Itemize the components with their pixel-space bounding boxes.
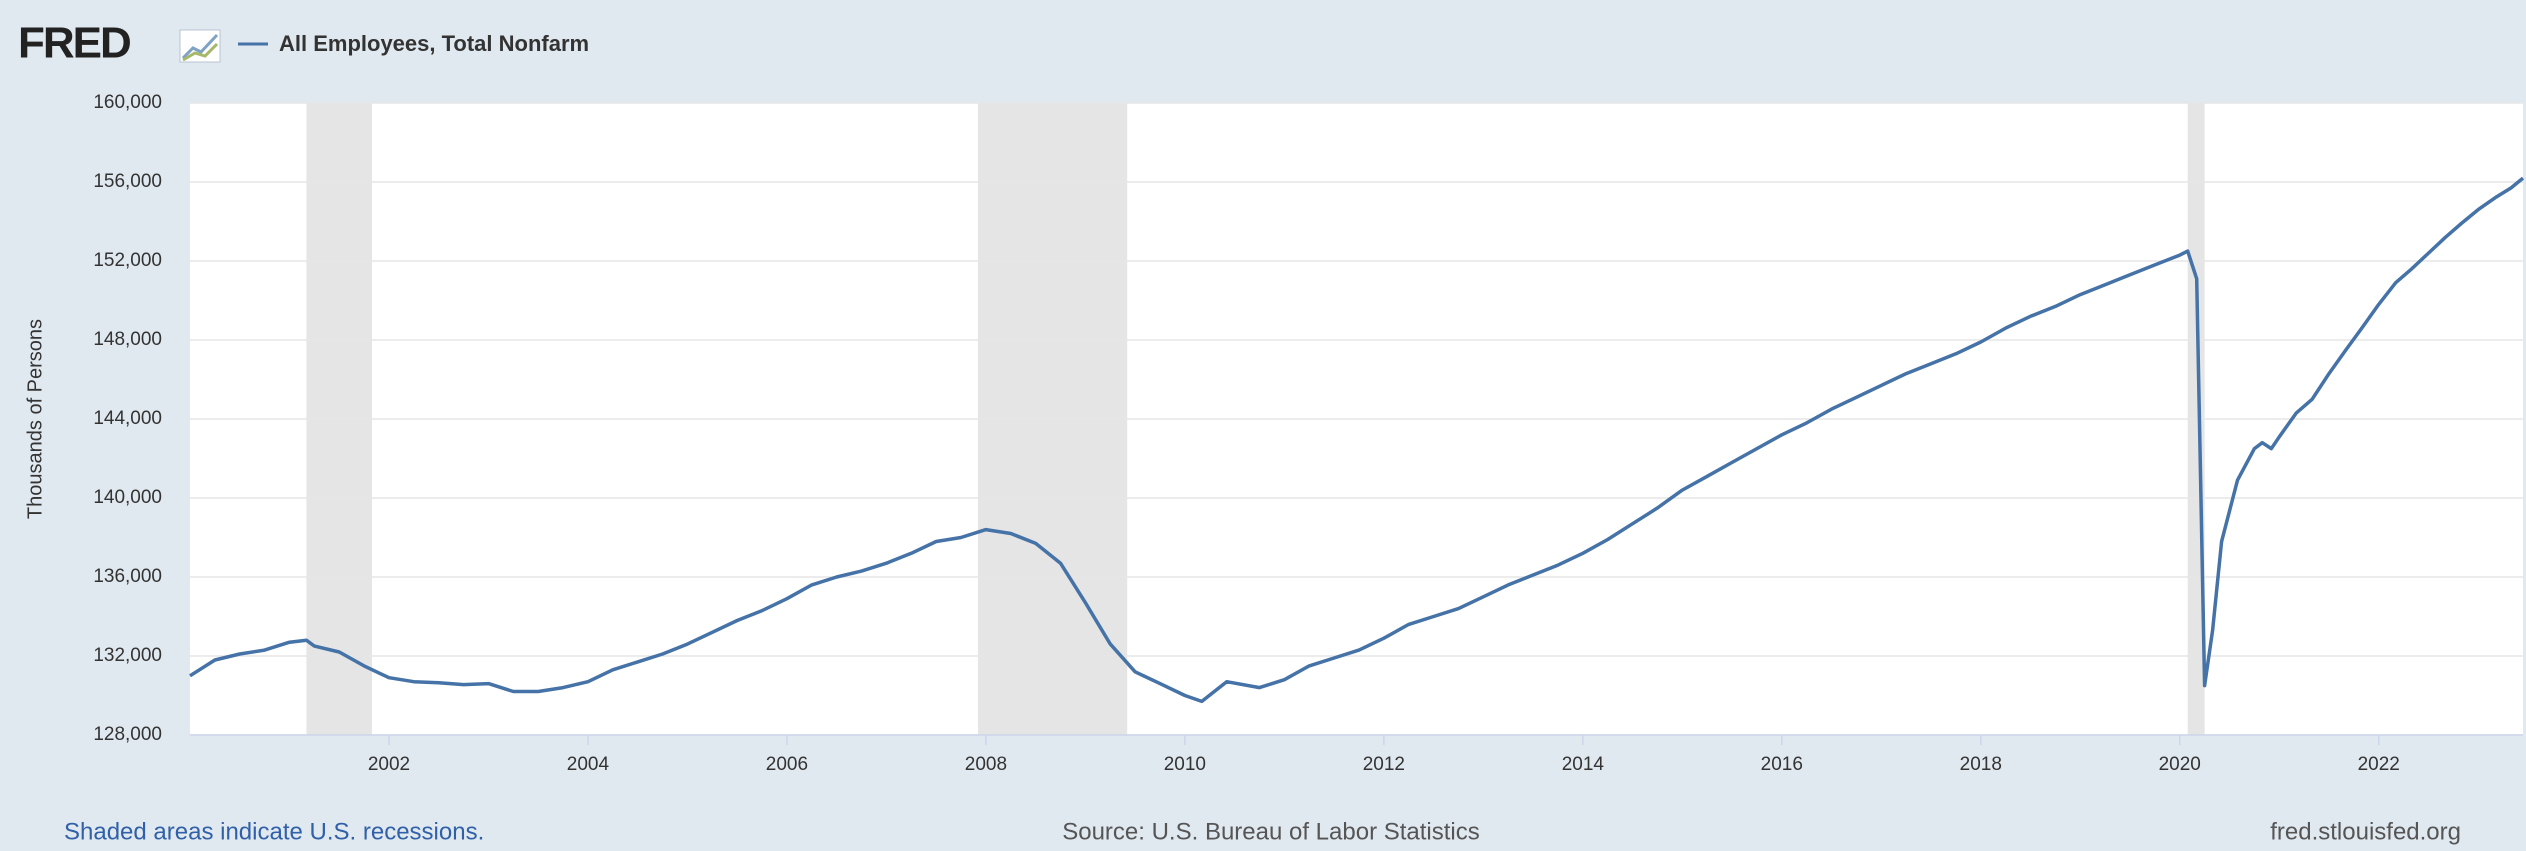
logo-icon [179,29,221,63]
x-tick-label: 2002 [368,754,410,775]
x-tick-label: 2018 [1960,754,2002,775]
y-tick-label: 140,000 [93,487,162,508]
x-tick-label: 2020 [2159,754,2201,775]
x-tick-label: 2010 [1164,754,1206,775]
series-line [189,176,2525,704]
logo[interactable]: FRED [18,19,132,68]
y-tick-label: 128,000 [93,724,162,745]
icon-line [181,33,219,60]
recession-note[interactable]: Shaded areas indicate U.S. recessions. [64,818,484,845]
x-tick-label: 2022 [2358,754,2400,775]
x-tick-label: 2004 [567,754,610,775]
x-tick-label: 2008 [965,754,1007,775]
y-tick-label: 156,000 [93,171,162,192]
y-tick-label: 136,000 [93,566,162,587]
y-tick-label: 160,000 [93,92,162,113]
icon-line [182,42,219,62]
y-tick-label: 152,000 [93,250,162,271]
x-tick-label: 2014 [1562,754,1605,775]
y-tick-label: 132,000 [93,645,162,666]
y-axis-label: Thousands of Persons [24,319,46,519]
y-tick-label: 144,000 [93,408,162,429]
x-tick-label: 2006 [766,754,808,775]
y-tick-label: 148,000 [93,329,162,350]
source: Source: U.S. Bureau of Labor Statistics [1062,818,1480,845]
x-tick-label: 2012 [1363,754,1405,775]
url[interactable]: fred.stlouisfed.org [2270,818,2461,845]
x-tick-label: 2016 [1761,754,1803,775]
legend-label: All Employees, Total Nonfarm [279,31,589,56]
